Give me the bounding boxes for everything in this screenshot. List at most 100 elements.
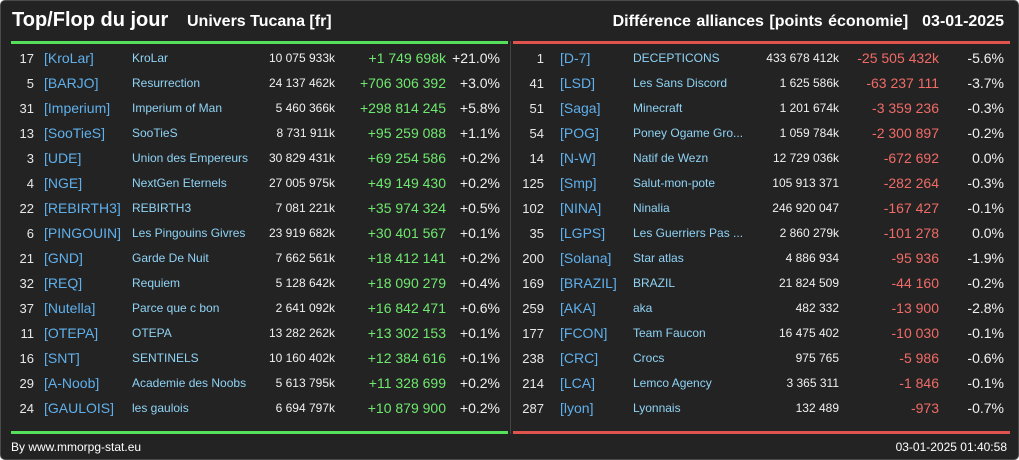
points-difference: -10 030 xyxy=(891,325,939,341)
alliance-name: SooTieS xyxy=(132,126,178,140)
alliance-name: SENTINELS xyxy=(132,351,199,365)
alliance-tag: [CRC] xyxy=(560,350,599,366)
alliance-rank: 54 xyxy=(529,126,544,141)
loser-row: 238 [CRC] Crocs 975 765 -5 986 -0.6% xyxy=(512,346,1018,371)
percent-change: +0.2% xyxy=(459,175,500,191)
alliance-tag: [Saga] xyxy=(560,100,601,116)
percent-change: +0.2% xyxy=(459,150,500,166)
alliance-points: 1 059 784k xyxy=(779,126,839,140)
alliance-tag: [Solana] xyxy=(560,250,612,266)
alliance-name: Resurrection xyxy=(132,76,201,90)
alliance-points: 23 919 682k xyxy=(268,226,335,240)
percent-change: -0.6% xyxy=(967,350,1004,366)
header-date: 03-01-2025 xyxy=(922,13,1004,30)
alliance-name: Les Pingouins Givres xyxy=(132,226,246,240)
alliance-points: 6 694 797k xyxy=(275,401,335,415)
loser-row: 177 [FCON] Team Faucon 16 475 402 -10 030 -0.… xyxy=(512,321,1018,346)
page-title: Top/Flop du jour xyxy=(12,9,169,31)
alliance-tag: [UDE] xyxy=(44,150,82,166)
header: Top/Flop du jour Univers Tucana [fr] Dif… xyxy=(1,1,1018,41)
alliance-tag: [Smp] xyxy=(560,175,597,191)
alliance-points: 2 641 092k xyxy=(275,301,335,315)
percent-change: +0.6% xyxy=(459,300,500,316)
percent-change: +1.1% xyxy=(459,125,500,141)
alliance-name: Garde De Nuit xyxy=(132,251,209,265)
points-difference: +69 254 586 xyxy=(367,150,446,166)
alliance-points: 21 824 509 xyxy=(778,276,839,290)
points-difference: +35 974 324 xyxy=(367,200,446,216)
loser-row: 54 [POG] Poney Ogame Gro... 1 059 784k -2 30… xyxy=(512,121,1018,146)
alliance-tag: [OTEPA] xyxy=(44,325,99,341)
points-difference: +11 328 699 xyxy=(368,375,446,391)
alliance-points: 1 201 674k xyxy=(779,101,839,115)
alliance-name: OTEPA xyxy=(132,326,172,340)
alliance-rank: 37 xyxy=(19,301,34,316)
percent-change: +0.2% xyxy=(459,250,500,266)
points-difference: +12 384 616 xyxy=(367,350,446,366)
alliance-name: Ninalia xyxy=(633,201,670,215)
percent-change: -0.3% xyxy=(967,100,1004,116)
alliance-points: 3 365 311 xyxy=(786,376,840,390)
alliance-points: 24 137 462k xyxy=(268,76,335,90)
alliance-tag: [BRAZIL] xyxy=(560,275,617,291)
gainer-row: 37 [Nutella] Parce que c bon 2 641 092k +16 … xyxy=(1,296,510,321)
percent-change: +0.1% xyxy=(459,325,500,341)
alliance-name: aka xyxy=(633,301,653,315)
alliance-tag: [SNT] xyxy=(44,350,80,366)
points-difference: +1 749 698k xyxy=(368,50,446,66)
bottom-losers-bar xyxy=(513,431,1010,434)
percent-change: -0.2% xyxy=(967,275,1004,291)
gainer-row: 5 [BARJO] Resurrection 24 137 462k +706 306 … xyxy=(1,71,510,96)
alliance-rank: 125 xyxy=(522,176,544,191)
alliance-tag: [Imperium] xyxy=(44,100,111,116)
alliance-rank: 287 xyxy=(522,401,544,416)
gainer-row: 21 [GND] Garde De Nuit 7 662 561k +18 412 14… xyxy=(1,246,510,271)
alliance-points: 482 332 xyxy=(795,301,839,315)
alliance-name: Lemco Agency xyxy=(633,376,712,390)
points-difference: +18 412 141 xyxy=(367,250,446,266)
points-difference: +13 302 153 xyxy=(367,325,446,341)
gainers-table: 17 [KroLar] KroLar 10 075 933k +1 749 698k +2… xyxy=(1,46,510,421)
points-difference: +706 306 392 xyxy=(359,75,446,91)
percent-change: +0.4% xyxy=(459,275,500,291)
header-right: Différence alliances [points économie] 03… xyxy=(613,13,1004,31)
bottom-gainers-bar xyxy=(11,431,508,434)
gainer-row: 3 [UDE] Union des Empereurs 30 829 431k +69 … xyxy=(1,146,510,171)
alliance-rank: 31 xyxy=(19,101,34,116)
alliance-points: 975 765 xyxy=(795,351,839,365)
percent-change: +0.2% xyxy=(459,375,500,391)
alliance-rank: 1 xyxy=(536,51,544,66)
alliance-points: 10 075 933k xyxy=(268,51,335,65)
points-difference: +49 149 430 xyxy=(367,175,446,191)
alliance-tag: [LCA] xyxy=(560,375,596,391)
alliance-tag: [A-Noob] xyxy=(44,375,100,391)
alliance-tag: [LSD] xyxy=(560,75,596,91)
alliance-points: 13 282 262k xyxy=(268,326,335,340)
alliance-points: 12 729 036k xyxy=(772,151,839,165)
percent-change: -0.2% xyxy=(967,125,1004,141)
alliance-rank: 35 xyxy=(529,226,544,241)
alliance-tag: [PINGOUIN] xyxy=(44,225,122,241)
points-difference: +30 401 567 xyxy=(367,225,446,241)
alliance-name: Poney Ogame Gro... xyxy=(633,126,744,140)
alliance-rank: 24 xyxy=(19,401,34,416)
alliance-points: 5 128 642k xyxy=(275,276,335,290)
gainer-row: 24 [GAULOIS] les gaulois 6 694 797k +10 879 … xyxy=(1,396,510,421)
percent-change: -0.7% xyxy=(967,400,1004,416)
points-difference: +16 842 471 xyxy=(367,300,446,316)
alliance-name: Star atlas xyxy=(633,251,684,265)
alliance-tag: [AKA] xyxy=(560,300,596,316)
alliance-name: NextGen Eternels xyxy=(132,176,227,190)
source-credit: By www.mmorpg-stat.eu xyxy=(11,440,142,454)
alliance-points: 2 860 279k xyxy=(779,226,839,240)
gainer-row: 11 [OTEPA] OTEPA 13 282 262k +13 302 153 +0.1… xyxy=(1,321,510,346)
gainer-row: 13 [SooTieS] SooTieS 8 731 911k +95 259 088 +… xyxy=(1,121,510,146)
alliance-points: 27 005 975k xyxy=(268,176,335,190)
alliance-points: 5 613 795k xyxy=(275,376,335,390)
points-difference: -101 278 xyxy=(883,225,939,241)
alliance-tag: [N-W] xyxy=(560,150,596,166)
column-divider xyxy=(510,41,511,434)
points-difference: -95 936 xyxy=(891,250,939,266)
alliance-points: 132 489 xyxy=(795,401,839,415)
